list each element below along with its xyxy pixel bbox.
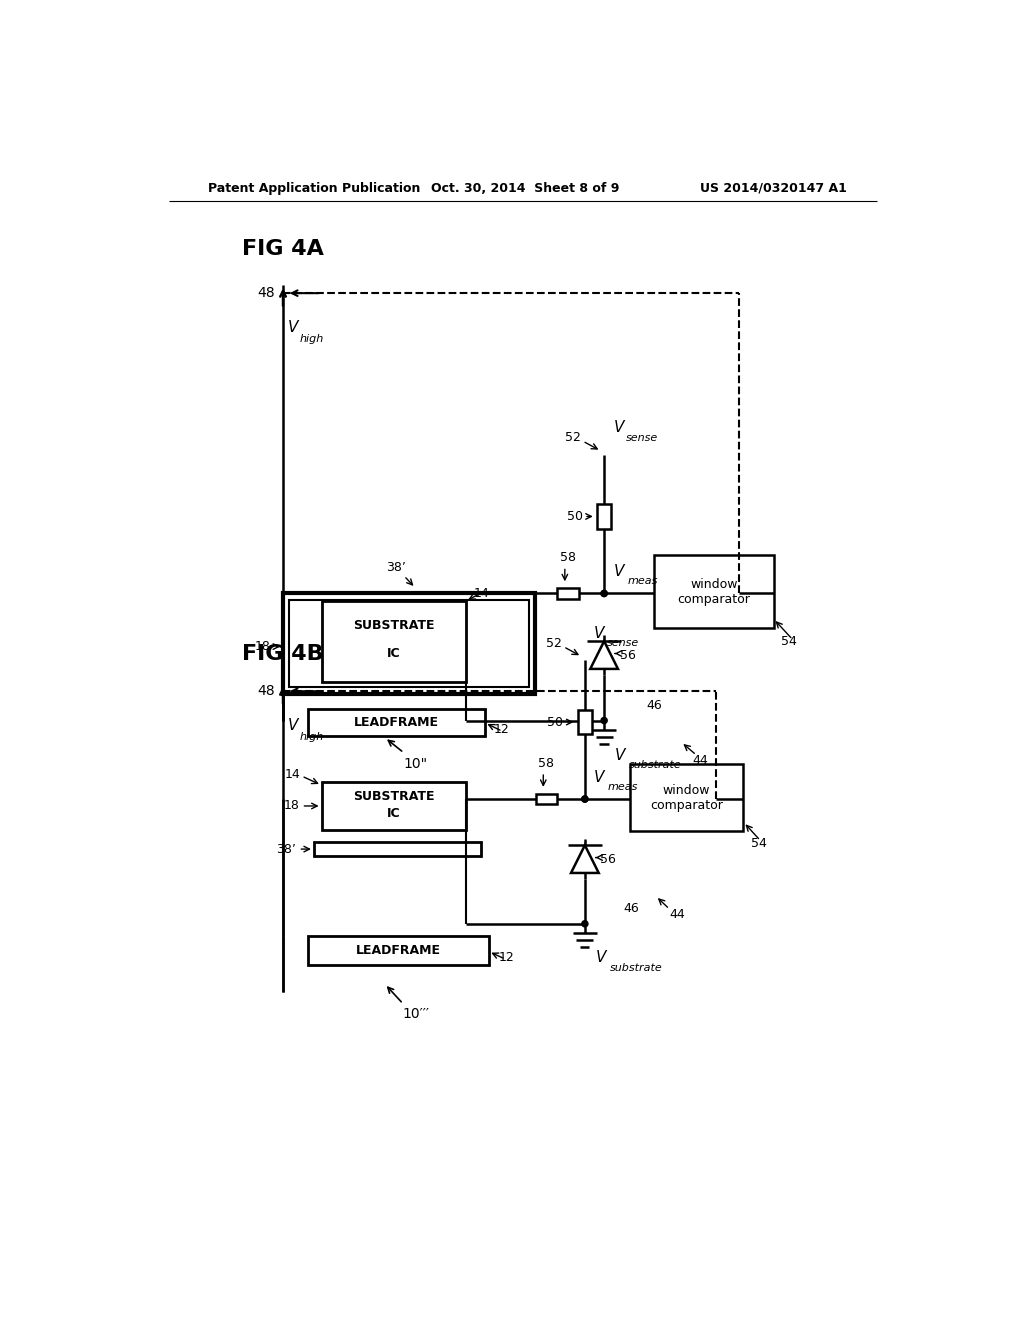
Text: 58: 58 <box>560 552 575 564</box>
Text: 10′′′: 10′′′ <box>402 1007 429 1020</box>
Text: 10": 10" <box>403 756 428 771</box>
Text: LEADFRAME: LEADFRAME <box>353 715 438 729</box>
Text: high: high <box>300 334 325 345</box>
Text: V: V <box>596 950 606 965</box>
Bar <box>307 709 484 737</box>
Text: window
comparator: window comparator <box>650 784 723 812</box>
Text: 18: 18 <box>255 640 270 653</box>
Text: 14: 14 <box>473 587 489 601</box>
Text: V: V <box>288 718 298 734</box>
Text: 46: 46 <box>646 698 663 711</box>
Circle shape <box>582 921 588 927</box>
Text: V: V <box>613 565 624 579</box>
Text: high: high <box>300 733 325 742</box>
Bar <box>557 589 579 599</box>
Bar <box>283 594 535 693</box>
Text: US 2014/0320147 A1: US 2014/0320147 A1 <box>699 182 847 194</box>
Text: IC: IC <box>387 807 400 820</box>
Text: 52: 52 <box>546 638 562 649</box>
Text: Oct. 30, 2014  Sheet 8 of 9: Oct. 30, 2014 Sheet 8 of 9 <box>431 182 618 194</box>
Text: 38’: 38’ <box>276 842 296 855</box>
Text: 18: 18 <box>284 800 300 813</box>
Bar <box>654 554 773 628</box>
Text: meas: meas <box>608 781 638 792</box>
Text: 50: 50 <box>547 715 563 729</box>
Text: 38’: 38’ <box>386 561 407 574</box>
Text: 48: 48 <box>258 684 275 698</box>
Text: V: V <box>614 747 626 763</box>
Text: substrate: substrate <box>629 760 682 770</box>
Bar <box>536 793 557 804</box>
Bar <box>630 763 743 832</box>
Bar <box>313 842 481 857</box>
Text: meas: meas <box>628 576 657 586</box>
Text: IC: IC <box>387 647 400 660</box>
Text: Patent Application Publication: Patent Application Publication <box>208 182 420 194</box>
Text: 12: 12 <box>494 723 510 737</box>
Text: 50: 50 <box>566 510 583 523</box>
Text: 54: 54 <box>781 635 797 648</box>
Text: sense: sense <box>626 433 658 444</box>
Text: 58: 58 <box>539 756 554 770</box>
Bar <box>578 710 592 734</box>
Text: LEADFRAME: LEADFRAME <box>355 944 440 957</box>
Bar <box>307 936 488 965</box>
Circle shape <box>582 796 588 803</box>
Text: 44: 44 <box>692 754 709 767</box>
Text: FIG 4A: FIG 4A <box>243 239 324 259</box>
Text: SUBSTRATE: SUBSTRATE <box>352 619 434 632</box>
Circle shape <box>601 590 607 597</box>
Circle shape <box>601 590 607 597</box>
Text: substrate: substrate <box>609 962 663 973</box>
Text: V: V <box>594 770 604 785</box>
Text: V: V <box>613 420 624 436</box>
Text: 52: 52 <box>565 432 581 445</box>
Text: 12: 12 <box>499 952 514 964</box>
Text: 46: 46 <box>624 902 639 915</box>
Text: V: V <box>288 321 298 335</box>
Text: sense: sense <box>606 639 639 648</box>
Text: window
comparator: window comparator <box>678 578 751 606</box>
Bar <box>289 599 528 688</box>
Text: 44: 44 <box>670 908 685 921</box>
Text: SUBSTRATE: SUBSTRATE <box>352 789 434 803</box>
Text: 48: 48 <box>258 286 275 300</box>
Bar <box>322 601 466 682</box>
Text: 56: 56 <box>600 853 616 866</box>
Text: 54: 54 <box>752 837 767 850</box>
Bar <box>597 504 611 529</box>
Text: V: V <box>594 626 604 642</box>
Text: FIG 4B: FIG 4B <box>243 644 324 664</box>
Circle shape <box>582 796 588 803</box>
Bar <box>322 781 466 830</box>
Circle shape <box>601 718 607 723</box>
Text: 56: 56 <box>620 648 635 661</box>
Text: 14: 14 <box>285 768 300 781</box>
